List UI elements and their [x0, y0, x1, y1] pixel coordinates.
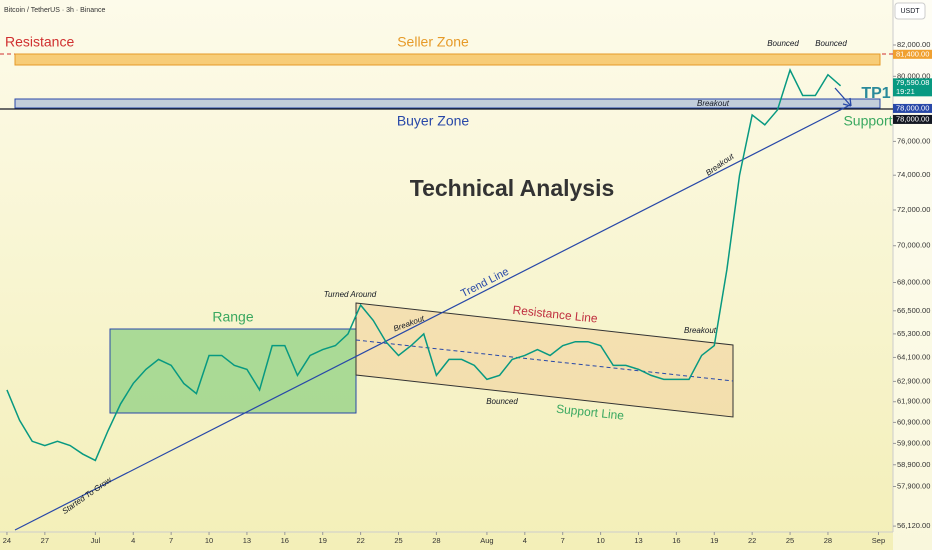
x-tick-label: 25: [394, 536, 402, 545]
x-tick-label: 22: [356, 536, 364, 545]
price-label-box: [893, 103, 932, 113]
annotation: Support: [843, 113, 892, 129]
x-tick-label: 19: [319, 536, 327, 545]
y-tick-label: 57,900.00: [897, 481, 930, 490]
x-tick-label: 28: [824, 536, 832, 545]
y-tick-label: 65,300.00: [897, 329, 930, 338]
annotation: Breakout: [684, 326, 717, 335]
plot: [6, 67, 842, 462]
y-tick-label: 74,000.00: [897, 170, 930, 179]
y-tick-label: 70,000.00: [897, 241, 930, 250]
x-tick-label: 4: [131, 536, 135, 545]
x-tick-label: 7: [169, 536, 173, 545]
annotation: Bounced: [486, 397, 518, 406]
range-box: [109, 328, 357, 414]
price-label-time: 19:21: [896, 87, 915, 96]
x-tick-label: 24: [3, 536, 11, 545]
x-tick-label: 16: [672, 536, 680, 545]
y-tick-label: 60,900.00: [897, 417, 930, 426]
annotation: Bounced: [815, 39, 847, 48]
price-label: 78,000.00: [896, 114, 929, 123]
x-tick-label: 10: [596, 536, 604, 545]
x-tick-label: 10: [205, 536, 213, 545]
x-tick-label: 7: [561, 536, 565, 545]
price-label: 79,590.08: [896, 78, 929, 87]
annotation: Bounced: [767, 39, 799, 48]
y-tick-label: 66,500.00: [897, 306, 930, 315]
y-tick-label: 62,900.00: [897, 376, 930, 385]
x-tick-label: 27: [41, 536, 49, 545]
price-label: 78,000.00: [896, 103, 929, 112]
x-tick-label: 13: [634, 536, 642, 545]
y-tick-label: 59,900.00: [897, 438, 930, 447]
chart-title: Bitcoin / TetherUS · 3h · Binance: [4, 7, 106, 14]
x-tick-label: 22: [748, 536, 756, 545]
y-tick-label: 82,000.00: [897, 40, 930, 49]
annotation: Breakout: [697, 99, 730, 108]
y-tick-label: 58,900.00: [897, 460, 930, 469]
annotation: Buyer Zone: [397, 113, 470, 129]
target-arrow: [834, 87, 852, 107]
annotation: Turned Around: [324, 290, 377, 299]
y-tick-label: 72,000.00: [897, 205, 930, 214]
x-tick-label: Jul: [91, 536, 101, 545]
y-tick-label: 80,000.00: [897, 71, 930, 80]
x-tick-label: 25: [786, 536, 794, 545]
price-label-box: [893, 114, 932, 124]
x-tick-label: 28: [432, 536, 440, 545]
price-label-box: [893, 49, 932, 59]
x-tick-label: 16: [281, 536, 289, 545]
y-tick-label: 76,000.00: [897, 136, 930, 145]
price-label-box: [893, 78, 932, 97]
annotation: Resistance: [5, 34, 74, 50]
annotation: Range: [212, 309, 253, 325]
x-tick-label: Aug: [480, 536, 493, 545]
price-label: 81,400.00: [896, 49, 929, 58]
x-tick-label: 13: [243, 536, 251, 545]
channel-midline: [355, 339, 734, 382]
currency: USDT: [900, 8, 920, 15]
trend-line: [14, 104, 851, 531]
currency-box: [894, 2, 926, 20]
y-tick-label: 56,120.00: [897, 521, 930, 530]
x-tick-label: 19: [710, 536, 718, 545]
y-tick-label: 68,000.00: [897, 277, 930, 286]
x-tick-label: 4: [523, 536, 527, 545]
y-tick-label: 61,900.00: [897, 397, 930, 406]
buyer-zone: [14, 98, 881, 109]
price-line: [6, 67, 842, 462]
annotation: Seller Zone: [397, 34, 469, 50]
annotation: TP1: [861, 85, 890, 102]
annotation: Technical Analysis: [410, 175, 615, 201]
seller-zone: [14, 53, 881, 66]
x-tick-label: Sep: [872, 536, 885, 545]
y-tick-label: 64,100.00: [897, 352, 930, 361]
